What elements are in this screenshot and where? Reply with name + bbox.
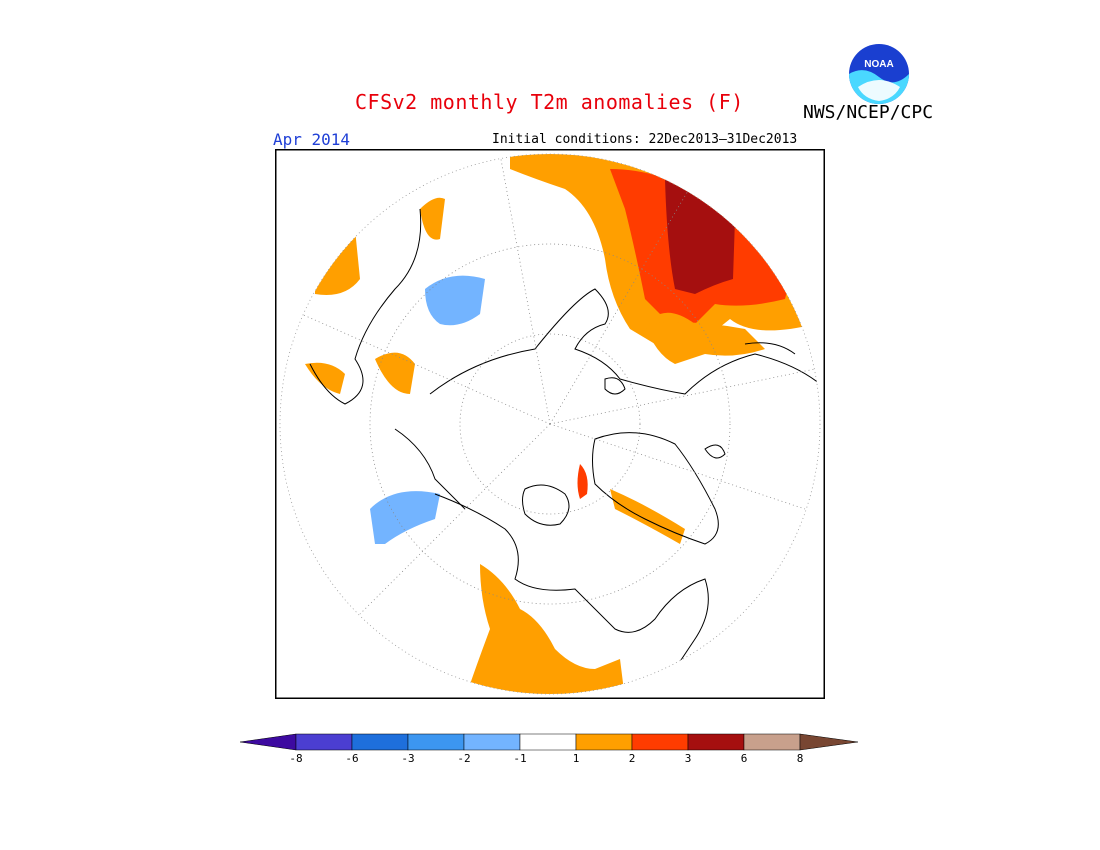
map-frame-border xyxy=(275,149,825,699)
colorbar-swatch xyxy=(351,733,409,751)
colorbar-swatch xyxy=(575,733,633,751)
colorbar-tick-label: -8 xyxy=(289,752,303,765)
warm-anomaly-asia xyxy=(420,197,445,240)
colorbar-tick-label: 2 xyxy=(628,752,636,765)
colorbar-swatch xyxy=(743,733,801,751)
warm-anomaly-greenland-coast xyxy=(610,489,685,544)
colorbar-swatch xyxy=(463,733,521,751)
warm-anomaly-pacific-3 xyxy=(375,352,415,394)
colorbar-swatches xyxy=(239,733,859,751)
colorbar-tick-label: -3 xyxy=(401,752,415,765)
logo-wordmark: NOAA xyxy=(864,59,893,70)
colorbar-swatch xyxy=(519,733,577,751)
colorbar-tick-label: 1 xyxy=(572,752,580,765)
coastline-north-america xyxy=(434,493,709,694)
warm-anomaly-pacific-2 xyxy=(305,362,345,394)
warm-anomaly-pacific-1 xyxy=(315,229,360,295)
colorbar-swatch xyxy=(687,733,745,751)
colorbar xyxy=(239,733,859,751)
colorbar-tick-label: -1 xyxy=(513,752,527,765)
initial-conditions-label: Initial conditions: 22Dec2013–31Dec2013 xyxy=(492,132,798,147)
cool-anomaly-alaska xyxy=(370,491,440,544)
colorbar-arrow-low xyxy=(239,733,297,751)
colorbar-swatch xyxy=(295,733,353,751)
coastline-greenland xyxy=(592,432,719,545)
gridlines xyxy=(289,154,816,615)
coastline-arctic-islands xyxy=(522,377,626,526)
polar-map xyxy=(275,149,825,699)
coastline-iceland-europe xyxy=(704,342,796,459)
colorbar-tick-label: 8 xyxy=(796,752,804,765)
colorbar-swatch xyxy=(407,733,465,751)
colorbar-tick-label: -2 xyxy=(457,752,471,765)
colorbar-arrow-high xyxy=(799,733,859,751)
coastline-eurasia xyxy=(429,288,820,395)
noaa-logo-icon: NOAA xyxy=(849,44,909,104)
coastline-asia-pacific xyxy=(309,208,466,510)
colorbar-tick-label: 3 xyxy=(684,752,692,765)
colorbar-tick-label: 6 xyxy=(740,752,748,765)
colorbar-tick-label: -6 xyxy=(345,752,359,765)
warm-anomaly-mideast xyxy=(645,322,765,364)
valid-month-label: Apr 2014 xyxy=(273,130,351,149)
organization-label: NWS/NCEP/CPC xyxy=(803,102,934,123)
hot-anomaly-baffin xyxy=(577,464,588,499)
cool-anomaly-siberia xyxy=(425,275,485,326)
warm-anomaly-north-america xyxy=(465,564,625,694)
chart-title: CFSv2 monthly T2m anomalies (F) xyxy=(355,90,744,114)
colorbar-swatch xyxy=(631,733,689,751)
